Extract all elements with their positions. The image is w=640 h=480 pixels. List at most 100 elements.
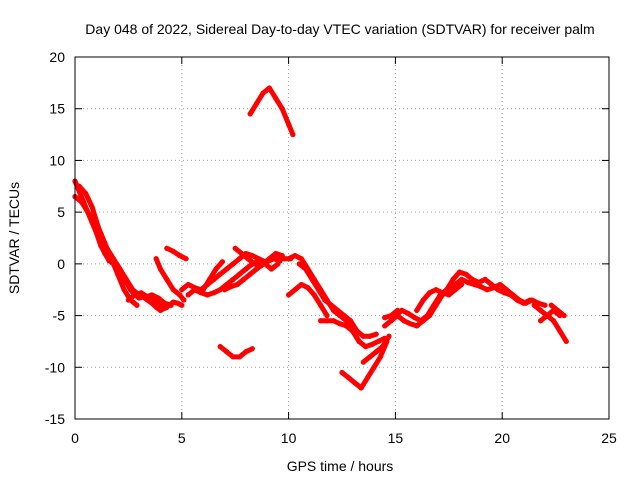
- data-point: [557, 328, 563, 334]
- data-point: [360, 333, 366, 339]
- data-point: [206, 276, 213, 282]
- data-point: [249, 346, 255, 352]
- data-point: [123, 276, 129, 282]
- series-track-3: [76, 183, 140, 308]
- data-point: [352, 380, 358, 386]
- data-point: [200, 287, 206, 293]
- data-point: [95, 225, 102, 231]
- data-point: [236, 256, 243, 262]
- data-point: [450, 276, 456, 282]
- data-point: [452, 287, 458, 293]
- data-point: [134, 302, 140, 308]
- series-track-6: [164, 245, 189, 262]
- data-point: [224, 349, 230, 355]
- data-point: [249, 252, 255, 259]
- data-point: [155, 295, 161, 301]
- data-point: [273, 250, 279, 257]
- data-point: [322, 297, 328, 303]
- data-point: [367, 354, 373, 360]
- data-point: [108, 256, 114, 262]
- data-point: [89, 204, 95, 210]
- data-point: [484, 287, 490, 293]
- data-point: [192, 287, 198, 293]
- series-track-13: [247, 85, 296, 138]
- data-point: [388, 318, 394, 324]
- data-point: [412, 315, 418, 321]
- data-point: [508, 292, 514, 298]
- data-point: [371, 364, 377, 370]
- data-point: [345, 375, 352, 381]
- data-point: [463, 271, 469, 277]
- data-point: [362, 344, 369, 350]
- data-point: [286, 121, 292, 127]
- data-point: [497, 281, 503, 288]
- data-point: [183, 256, 189, 262]
- data-point: [260, 90, 266, 96]
- data-point: [232, 245, 238, 251]
- x-tick-label: 15: [388, 430, 404, 446]
- x-tick-label: 10: [281, 430, 297, 446]
- data-point: [414, 307, 420, 313]
- data-point: [379, 344, 386, 350]
- data-point: [273, 95, 279, 101]
- data-point: [296, 261, 302, 267]
- data-point: [328, 302, 334, 308]
- data-point: [431, 302, 437, 308]
- data-point: [418, 318, 424, 324]
- data-point: [292, 252, 298, 259]
- y-tick-label: 20: [49, 49, 65, 65]
- data-point: [286, 292, 292, 298]
- data-point: [347, 318, 354, 324]
- data-point: [157, 307, 164, 313]
- data-point: [456, 269, 463, 275]
- data-point: [318, 318, 324, 324]
- data-point: [392, 312, 398, 319]
- data-point: [324, 312, 330, 319]
- data-point: [561, 312, 567, 319]
- data-point: [234, 281, 240, 288]
- data-point: [341, 312, 347, 319]
- plot-frame: [74, 56, 610, 420]
- grid-lines: [75, 57, 609, 419]
- data-point: [157, 302, 164, 308]
- data-point: [478, 284, 484, 290]
- data-point: [211, 290, 217, 296]
- data-point: [373, 349, 379, 355]
- data-point: [170, 287, 176, 293]
- data-point: [367, 333, 373, 339]
- y-tick-label: -5: [53, 308, 66, 324]
- data-point: [420, 297, 426, 303]
- data-point: [550, 318, 557, 324]
- data-point: [495, 287, 501, 293]
- series-track-22: [392, 269, 533, 324]
- data-point: [243, 349, 249, 355]
- data-tracks: [72, 85, 569, 391]
- y-axis-label: SDTVAR / TECUs: [6, 182, 22, 294]
- data-point: [439, 290, 445, 296]
- chart-title: Day 048 of 2022, Sidereal Day-to-day VTE…: [85, 21, 594, 37]
- data-point: [164, 276, 170, 282]
- data-point: [177, 292, 183, 298]
- series-track-14: [286, 253, 388, 350]
- data-point: [373, 331, 379, 337]
- data-point: [330, 318, 337, 324]
- data-point: [527, 297, 533, 303]
- data-point: [399, 307, 405, 313]
- x-tick-label: 20: [494, 430, 510, 446]
- data-point: [382, 315, 388, 321]
- data-point: [145, 294, 151, 300]
- data-point: [459, 276, 465, 282]
- data-point: [230, 276, 236, 282]
- data-point: [217, 287, 223, 293]
- data-point: [102, 240, 108, 246]
- data-point: [339, 369, 345, 376]
- data-point: [356, 338, 362, 345]
- data-point: [258, 263, 264, 269]
- data-point: [125, 297, 131, 303]
- data-point: [350, 328, 356, 334]
- data-point: [253, 266, 260, 272]
- data-point: [228, 284, 234, 290]
- x-axis-label: GPS time / hours: [287, 458, 394, 474]
- data-point: [277, 258, 283, 264]
